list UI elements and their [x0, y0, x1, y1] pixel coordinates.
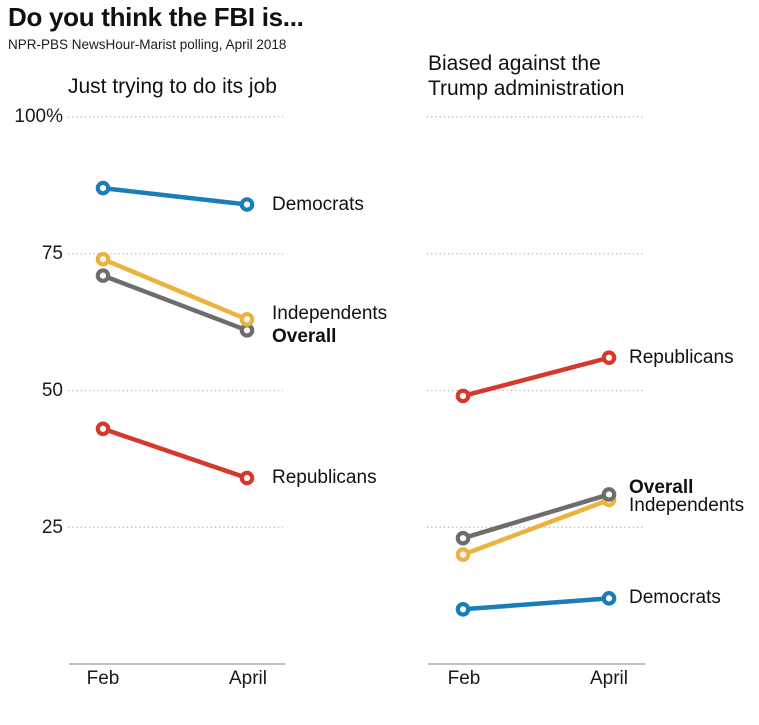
data-point-democrats-feb: [455, 601, 471, 617]
series-line-republicans: [102, 426, 248, 481]
series-label-republicans: Republicans: [629, 346, 734, 368]
data-point-democrats-feb: [95, 180, 111, 196]
series-label-overall: Overall: [629, 477, 694, 499]
panel-title-right: Biased against the Trump administration: [428, 51, 624, 101]
data-point-overall-feb: [95, 268, 111, 283]
series-line-republicans: [462, 355, 610, 399]
panel-title-right-line2: Trump administration: [428, 77, 625, 100]
series-label-republicans: Republicans: [272, 467, 377, 489]
data-point-democrats-april: [601, 591, 617, 606]
page-title: Do you think the FBI is...: [8, 2, 304, 32]
series-line-democrats: [462, 596, 610, 612]
xaxis-label-feb-left: Feb: [86, 668, 120, 689]
data-point-independents-april: [239, 312, 255, 327]
series-label-independents: Independents: [629, 494, 745, 516]
series-line-independents: [102, 257, 248, 322]
ytick-label-25: 25: [41, 517, 63, 538]
ytick-label-75: 75: [41, 243, 63, 264]
data-point-independents-feb: [455, 547, 471, 562]
xaxis-label-april-right: April: [589, 668, 629, 689]
source-subtitle: NPR-PBS NewsHour-Marist polling, April 2…: [8, 37, 287, 52]
series-line-overall: [102, 273, 248, 333]
series-label-democrats: Democrats: [629, 587, 721, 609]
series-label-overall: Overall: [272, 326, 337, 348]
xaxis-label-feb-right: Feb: [447, 668, 481, 689]
data-point-overall-april: [601, 487, 617, 502]
series-label-independents: Independents: [272, 303, 388, 325]
data-point-democrats-april: [239, 197, 255, 212]
panel-title-left: Just trying to do its job: [68, 75, 277, 98]
series-line-overall: [462, 492, 610, 541]
series-label-democrats: Democrats: [272, 193, 364, 215]
panel-title-right-line1: Biased against the: [428, 52, 601, 75]
xaxis-label-april-left: April: [228, 668, 268, 689]
data-point-republicans-feb: [455, 388, 471, 404]
series-line-democrats: [102, 185, 248, 207]
ytick-label-50: 50: [41, 380, 63, 401]
data-point-republicans-feb: [95, 421, 111, 437]
data-point-overall-feb: [455, 530, 471, 546]
series-line-independents: [462, 497, 610, 557]
data-point-republicans-april: [239, 470, 255, 486]
data-point-republicans-april: [601, 350, 617, 365]
data-point-independents-feb: [95, 251, 111, 267]
ytick-label-100: 100%: [14, 106, 63, 127]
